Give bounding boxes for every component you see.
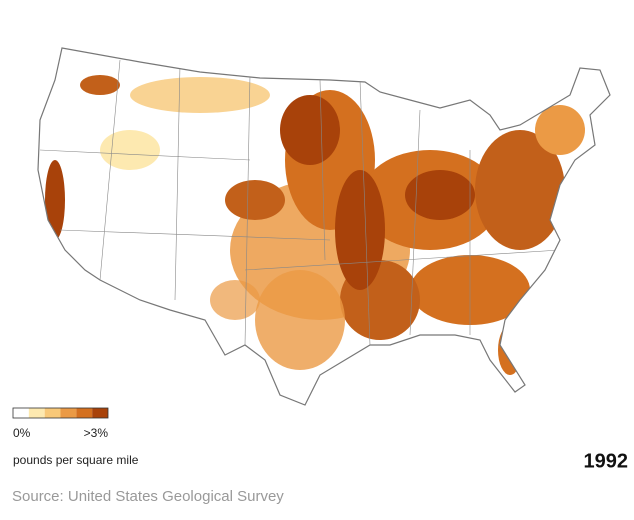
us-outline [37, 47, 611, 406]
legend-swatch [28, 408, 45, 418]
legend-min-label: 0% [13, 426, 31, 440]
legend-frame [12, 407, 109, 419]
legend-swatch [44, 408, 61, 418]
legend-swatch [92, 408, 108, 418]
year: 1992 [584, 450, 629, 472]
legend-swatch [60, 408, 77, 418]
source: Source: United States Geological Survey [12, 488, 284, 505]
state-lines [39, 59, 561, 346]
legend-swatch [13, 408, 29, 418]
legend-unit: pounds per square mile [13, 453, 139, 467]
us-map [37, 47, 611, 406]
intensity-areas [45, 75, 585, 375]
legend-max-label: >3% [84, 426, 109, 440]
legend [12, 407, 109, 419]
legend-swatch [76, 408, 93, 418]
